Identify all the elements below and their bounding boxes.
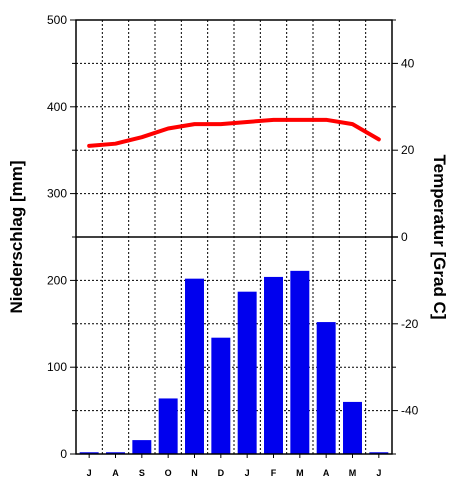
precipitation-bar	[264, 276, 283, 454]
left-tick-label: 0	[60, 447, 67, 461]
precipitation-bar	[132, 440, 152, 454]
month-label: F	[271, 468, 277, 478]
axes	[70, 19, 398, 458]
month-label: D	[218, 468, 225, 478]
precipitation-bar	[316, 322, 336, 454]
month-label: J	[245, 468, 250, 478]
right-tick-label: -40	[401, 404, 419, 418]
temperature-line	[87, 117, 381, 148]
temperature-line-path	[87, 117, 381, 148]
precipitation-bar	[158, 398, 178, 454]
month-label: J	[376, 468, 381, 478]
month-label: J	[87, 468, 92, 478]
month-label: M	[349, 468, 357, 478]
left-tick-label: 400	[47, 100, 67, 114]
month-label: A	[112, 468, 119, 478]
left-tick-label: 100	[47, 360, 67, 374]
y-axis-title-right: Temperatur [Grad C]	[430, 155, 449, 320]
month-label: N	[191, 468, 198, 478]
precipitation-bar	[343, 401, 362, 454]
precipitation-bar	[211, 337, 231, 454]
left-tick-label: 200	[47, 273, 67, 287]
precipitation-bar	[79, 452, 99, 454]
precipitation-bar	[237, 291, 257, 454]
month-label: A	[323, 468, 330, 478]
right-tick-label: 20	[401, 143, 415, 157]
right-tick-label: 40	[401, 56, 415, 70]
y-axis-title-left: Niederschlag [mm]	[7, 160, 26, 313]
left-tick-label: 300	[47, 187, 67, 201]
precipitation-bars	[79, 270, 389, 454]
right-tick-label: 0	[401, 230, 408, 244]
month-label: M	[296, 468, 304, 478]
month-label: S	[139, 468, 145, 478]
precipitation-bar	[106, 452, 125, 454]
right-tick-label: -20	[401, 317, 419, 331]
left-tick-label: 500	[47, 13, 67, 27]
precipitation-bar	[290, 270, 310, 454]
month-label: O	[165, 468, 172, 478]
precipitation-bar	[369, 452, 389, 454]
precipitation-bar	[185, 278, 204, 454]
